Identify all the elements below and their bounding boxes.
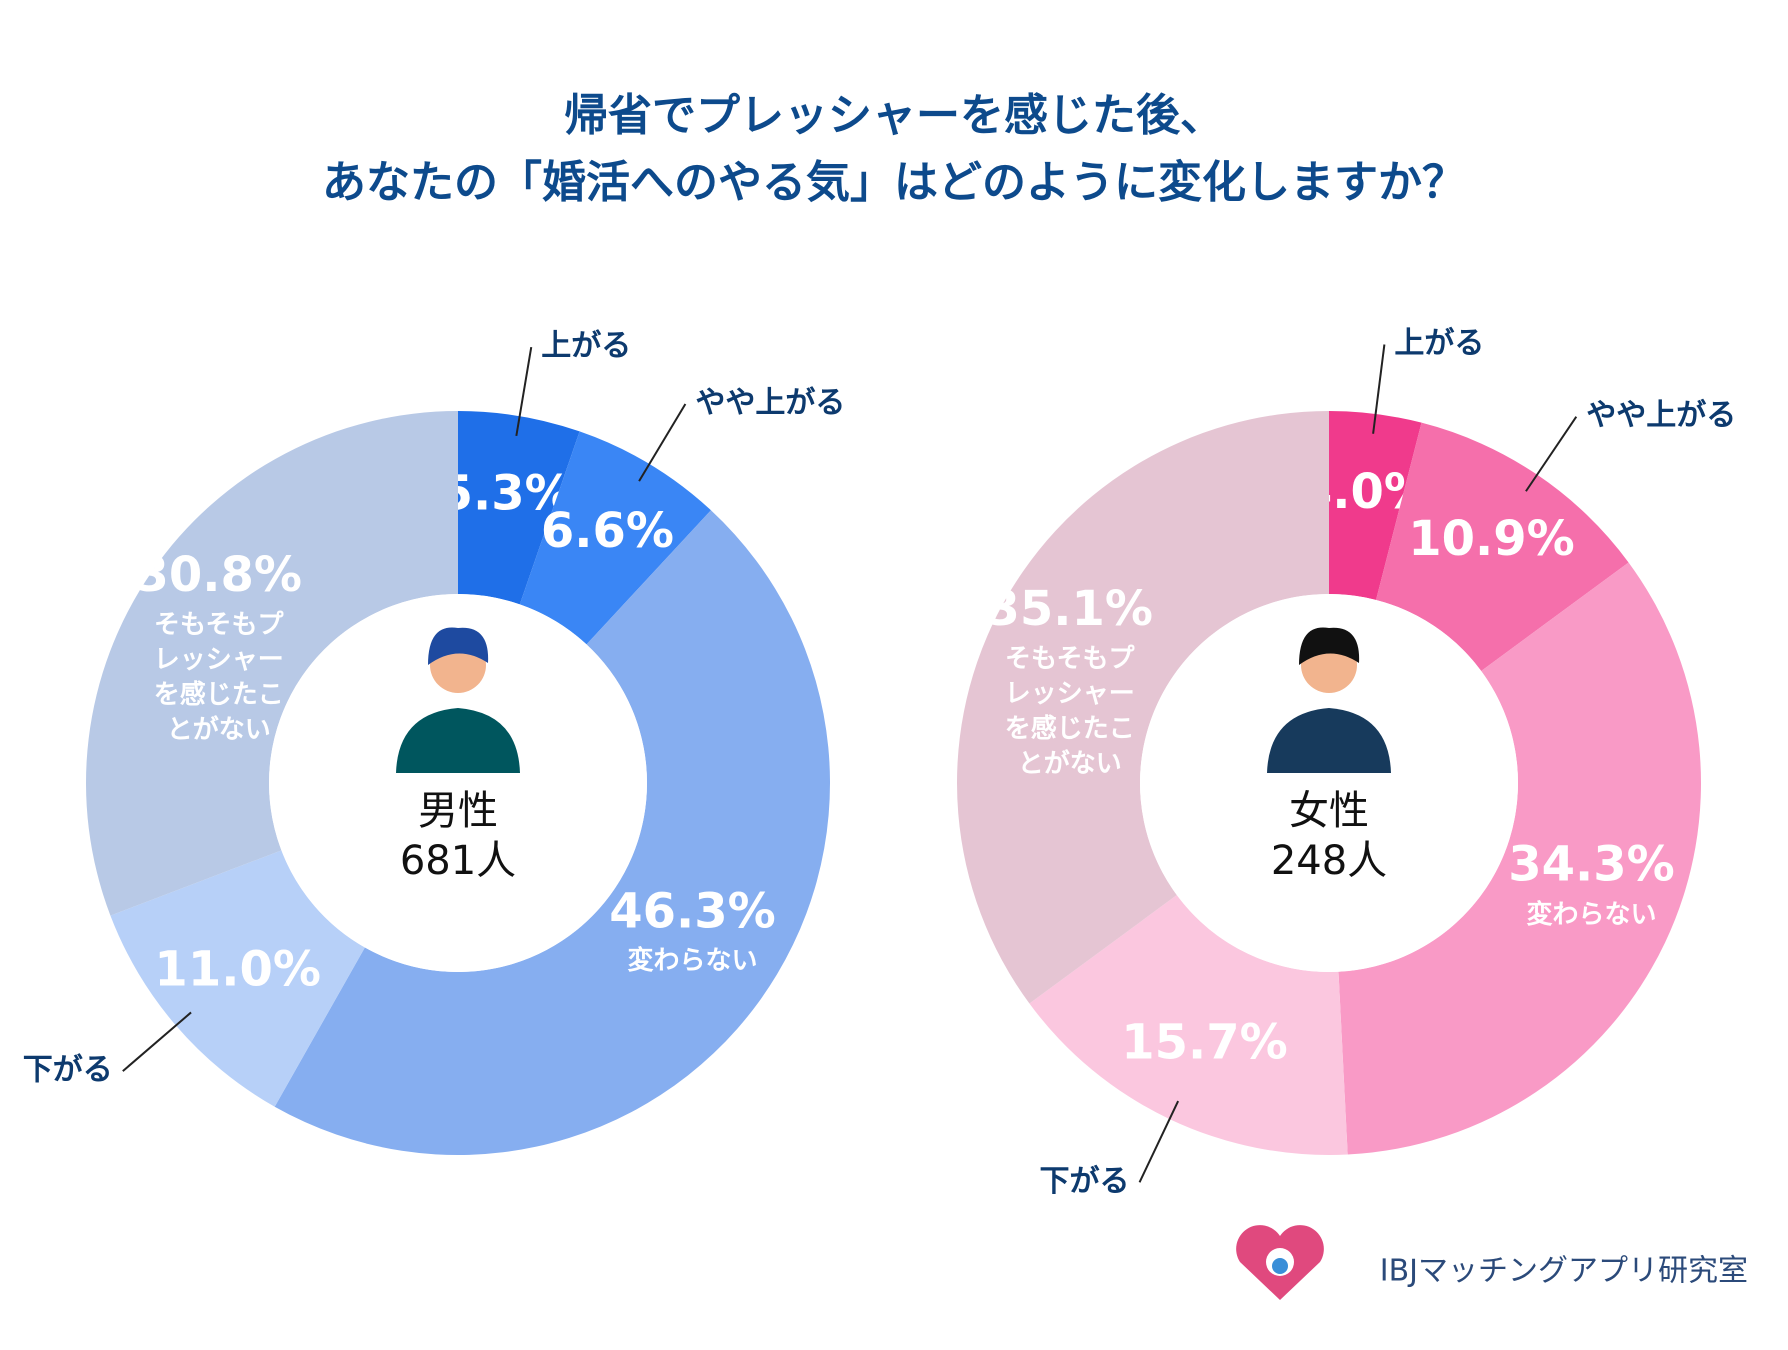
category-label: 上がる (1394, 326, 1484, 361)
leader-line (638, 403, 687, 482)
title-line: あなたの「婚活へのやる気」はどのように変化しますか？ (322, 157, 1466, 208)
leader-line (515, 346, 533, 437)
donut-slice (458, 411, 580, 605)
category-label: そもそもプレッシャーを感じたことがない (153, 610, 284, 746)
avatar-hair (1299, 627, 1360, 665)
category-label: 下がる (23, 1053, 113, 1088)
value-label: 15.7% (1121, 1014, 1288, 1070)
category-label: 変わらない (1526, 899, 1657, 930)
category-label-box: 変わらない (1526, 899, 1657, 930)
value-label: 5.3% (440, 466, 573, 522)
category-label: やや上がる (695, 385, 845, 420)
value-label: 6.6% (541, 503, 674, 559)
center-subtitle: 681人 (400, 838, 516, 884)
donut-slice (1376, 422, 1629, 671)
category-label-box: そもそもプレッシャーを感じたことがない (153, 610, 284, 746)
category-label-box: 変わらない (627, 946, 758, 977)
avatar-body (396, 708, 520, 773)
donut-hole (1140, 594, 1518, 972)
donut-slice (274, 510, 831, 1156)
value-label: 46.3% (609, 883, 776, 939)
category-label: そもそもプレッシャーを感じたことがない (1004, 643, 1135, 780)
leader-line (122, 1011, 192, 1072)
donut-slice (110, 850, 365, 1107)
donut-slice (85, 411, 459, 916)
value-label: 35.1% (986, 581, 1153, 637)
category-label-box: そもそもプレッシャーを感じたことがない (1004, 643, 1135, 780)
value-label: 34.3% (1508, 837, 1675, 893)
center-title: 女性 (1289, 788, 1369, 834)
center-subtitle: 248人 (1271, 838, 1387, 884)
donut-slice (957, 411, 1329, 1004)
donut-slice (519, 431, 711, 645)
category-label: 変わらない (627, 946, 758, 977)
avatar-hair (428, 627, 489, 665)
value-label: 10.9% (1408, 511, 1575, 567)
category-label: 下がる (1040, 1164, 1130, 1199)
leader-line (1138, 1100, 1180, 1183)
donut-slice (1338, 562, 1701, 1155)
footer-brand: IBJマッチングアプリ研究室 (1380, 1254, 1748, 1289)
category-label: 上がる (541, 329, 631, 364)
logo-liquid (1272, 1258, 1288, 1274)
donut-slice (1329, 411, 1422, 600)
value-label: 30.8% (135, 547, 302, 603)
donut-slice (1029, 895, 1348, 1155)
center-title: 男性 (418, 788, 498, 834)
category-label: やや上がる (1586, 398, 1736, 433)
title-line: 帰省でプレッシャーを感じた後、 (564, 90, 1224, 141)
leader-line (1372, 344, 1386, 434)
leader-line (1525, 416, 1578, 492)
value-label: 11.0% (154, 941, 321, 997)
logo (1236, 1225, 1324, 1300)
donut-hole (269, 594, 647, 972)
avatar-body (1267, 708, 1391, 773)
